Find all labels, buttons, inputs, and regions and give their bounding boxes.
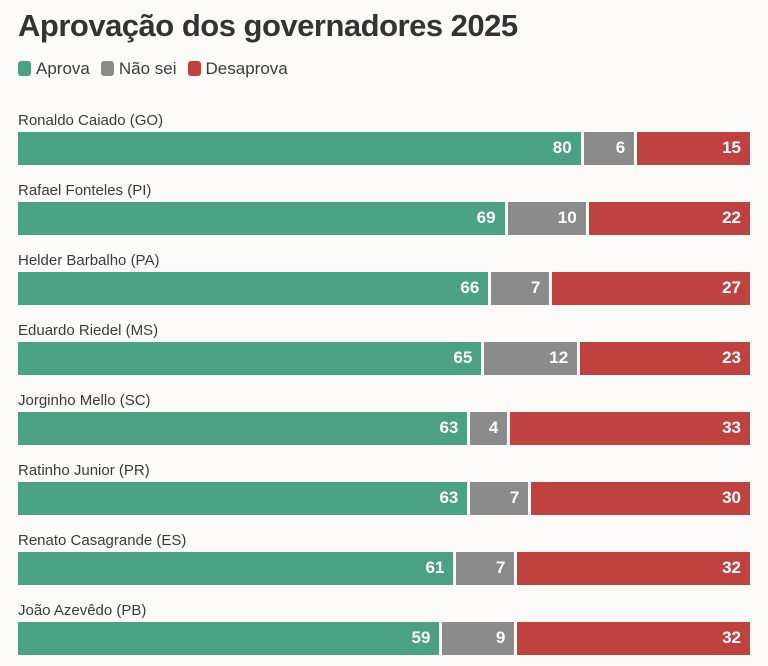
- segment-desaprova: 32: [517, 621, 750, 655]
- governor-row: Eduardo Riedel (MS) 65 12 23: [18, 322, 750, 375]
- segment-nao-sei: 4: [470, 411, 508, 445]
- stacked-bar: 63 7 30: [18, 481, 751, 515]
- segment-value: 27: [722, 278, 742, 298]
- segment-value: 59: [411, 628, 431, 648]
- segment-desaprova: 27: [552, 271, 751, 305]
- legend-swatch-desaprova-icon: [187, 61, 201, 77]
- legend: Aprova Não sei Desaprova: [18, 59, 750, 79]
- governor-label: Ronaldo Caiado (GO): [18, 111, 164, 129]
- governor-label: Eduardo Riedel (MS): [18, 321, 159, 339]
- segment-nao-sei: 10: [507, 201, 586, 235]
- segment-value: 9: [495, 628, 506, 648]
- segment-aprova: 63: [18, 411, 468, 445]
- segment-value: 12: [549, 348, 569, 368]
- segment-value: 65: [453, 348, 473, 368]
- governor-label: Jorginho Mello (SC): [18, 391, 151, 409]
- segment-value: 63: [439, 488, 459, 508]
- legend-swatch-nao-sei-icon: [100, 61, 114, 77]
- legend-label-desaprova: Desaprova: [205, 58, 288, 78]
- segment-value: 6: [615, 138, 626, 158]
- governor-label: Ratinho Junior (PR): [18, 461, 150, 479]
- segment-value: 80: [552, 138, 572, 158]
- segment-value: 22: [722, 208, 741, 228]
- stacked-bar: 69 10 22: [18, 201, 750, 235]
- legend-item-desaprova: Desaprova: [187, 58, 288, 79]
- segment-nao-sei: 7: [470, 481, 529, 515]
- stacked-bar: 80 6 15: [18, 131, 750, 165]
- legend-item-nao-sei: Não sei: [100, 58, 177, 79]
- segment-value: 33: [722, 418, 741, 438]
- segment-value: 10: [557, 208, 577, 228]
- segment-value: 7: [530, 278, 541, 298]
- segment-nao-sei: 7: [491, 271, 550, 305]
- segment-value: 61: [425, 558, 445, 578]
- segment-nao-sei: 9: [442, 621, 515, 655]
- segment-desaprova: 15: [637, 131, 750, 165]
- governor-row: Rafael Fonteles (PI) 69 10 22: [18, 182, 750, 235]
- segment-nao-sei: 6: [583, 131, 635, 165]
- segment-aprova: 59: [18, 621, 440, 655]
- governor-label: Rafael Fonteles (PI): [18, 181, 152, 199]
- segment-nao-sei: 12: [484, 341, 578, 375]
- segment-desaprova: 30: [531, 481, 751, 515]
- segment-value: 63: [439, 418, 459, 438]
- governor-row: Jorginho Mello (SC) 63 4 33: [18, 392, 750, 445]
- segment-value: 4: [488, 418, 499, 438]
- stacked-bar: 63 4 33: [18, 411, 750, 445]
- governor-row: João Azevêdo (PB) 59 9 32: [18, 602, 750, 655]
- segment-desaprova: 32: [517, 551, 751, 585]
- legend-label-nao-sei: Não sei: [118, 58, 177, 78]
- governor-row: Ratinho Junior (PR) 63 7 30: [18, 461, 751, 515]
- segment-value: 15: [722, 138, 741, 158]
- segment-aprova: 69: [18, 201, 505, 235]
- segment-value: 66: [460, 278, 480, 298]
- segment-aprova: 80: [18, 131, 581, 165]
- segment-value: 30: [722, 488, 742, 508]
- stacked-bar: 61 7 32: [18, 551, 751, 585]
- governor-row: Renato Casagrande (ES) 61 7 32: [18, 531, 751, 585]
- segment-desaprova: 23: [580, 341, 750, 375]
- governor-label: João Azevêdo (PB): [18, 601, 147, 619]
- segment-value: 32: [722, 628, 741, 648]
- chart-rows: Ronaldo Caiado (GO) 80 6 15 Rafael Fonteles …: [18, 112, 751, 655]
- segment-value: 7: [509, 488, 520, 508]
- stacked-bar: 59 9 32: [18, 621, 750, 655]
- segment-value: 32: [722, 558, 742, 578]
- segment-nao-sei: 7: [456, 551, 515, 585]
- segment-desaprova: 22: [588, 201, 750, 235]
- governor-label: Helder Barbalho (PA): [18, 251, 160, 269]
- segment-value: 7: [495, 558, 506, 578]
- segment-aprova: 65: [18, 341, 482, 375]
- legend-item-aprova: Aprova: [18, 59, 90, 79]
- segment-aprova: 61: [18, 551, 454, 585]
- segment-desaprova: 33: [510, 411, 750, 445]
- segment-aprova: 63: [18, 481, 468, 515]
- segment-aprova: 66: [18, 271, 489, 305]
- chart-title: Aprovação dos governadores 2025: [18, 8, 518, 43]
- legend-label-aprova: Aprova: [36, 58, 90, 78]
- segment-value: 23: [722, 348, 741, 368]
- stacked-bar: 65 12 23: [18, 341, 750, 375]
- governor-label: Renato Casagrande (ES): [18, 531, 187, 549]
- legend-swatch-aprova-icon: [18, 61, 31, 77]
- stacked-bar: 66 7 27: [18, 271, 751, 305]
- governor-row: Helder Barbalho (PA) 66 7 27: [18, 251, 751, 305]
- segment-value: 69: [476, 208, 496, 228]
- governor-row: Ronaldo Caiado (GO) 80 6 15: [18, 112, 750, 165]
